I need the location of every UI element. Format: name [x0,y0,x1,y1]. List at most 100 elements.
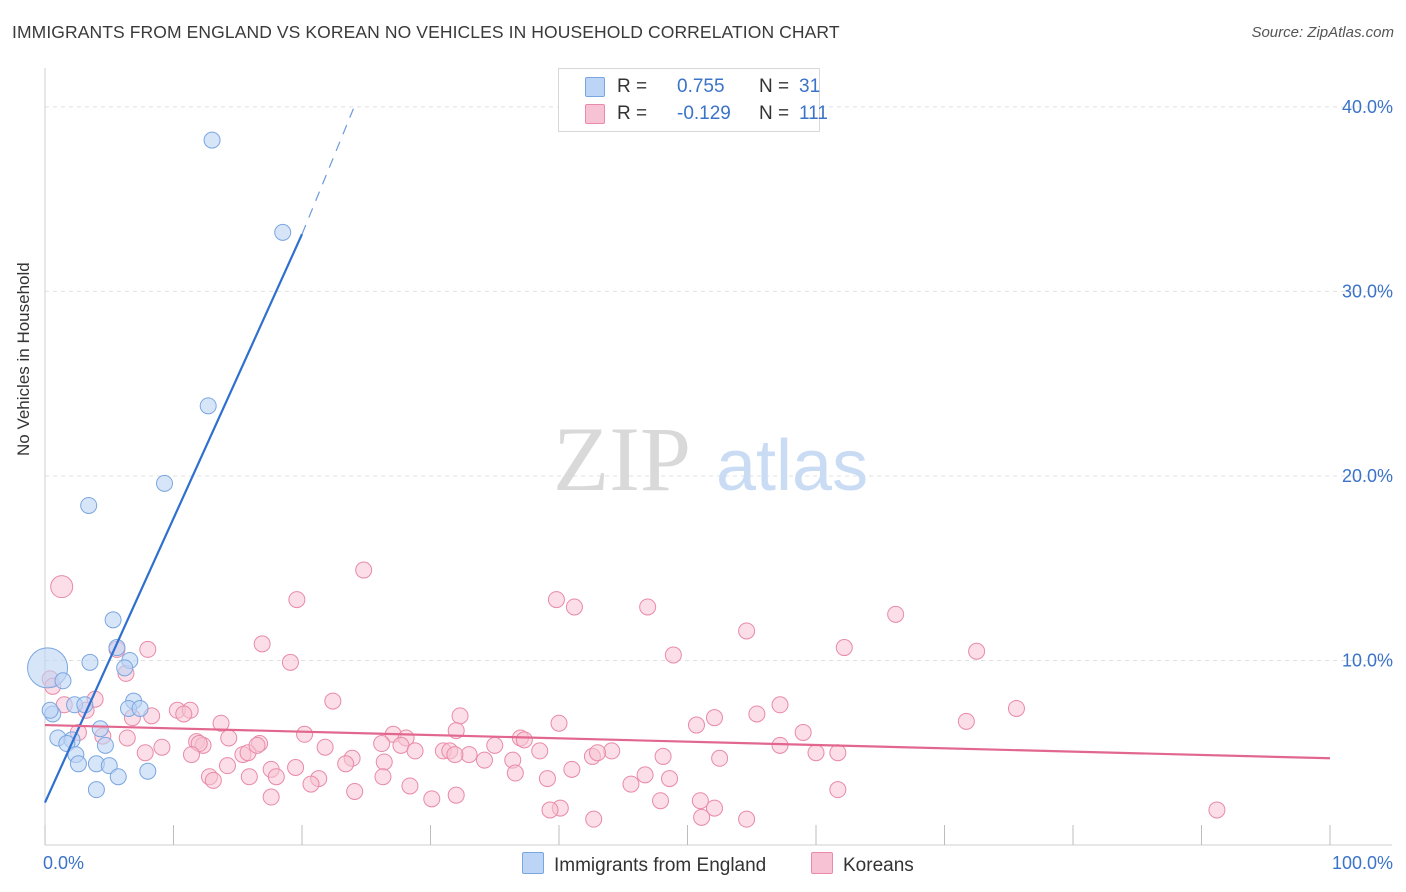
korean-point [296,725,314,743]
korean-point [423,790,441,808]
korean-point [302,775,320,793]
england-point [80,496,98,514]
england-point [156,474,174,492]
korean-point [281,653,299,671]
korean-point [711,749,729,767]
bottom-legend-england: Immigrants from England [522,852,766,876]
korean-point [748,705,766,723]
korean-point [829,781,847,799]
england-point [274,223,292,241]
korean-point [771,736,789,754]
korean-point [267,768,285,786]
korean-point [585,810,603,828]
korean-point [287,759,305,776]
korean-point [835,639,853,657]
england-point [96,736,114,754]
korean-point [1007,699,1025,717]
korean-point [664,646,682,664]
trend-lines [43,108,1331,804]
korean-point [212,714,230,732]
chart-title: IMMIGRANTS FROM ENGLAND VS KOREAN NO VEH… [12,22,840,42]
correlation-legend: R = 0.755 N = 31 R = -0.129 N = 111 [558,68,828,132]
korean-point [182,746,200,764]
bottom-england-label: Immigrants from England [554,855,767,876]
x-tick-label-min: 0.0% [43,853,84,873]
england-point [139,762,157,780]
korean-point [253,635,271,653]
x-tick-label-max: 100.0% [1332,853,1393,873]
korean-point [486,736,504,754]
korean-point [506,764,524,782]
korean-point [622,775,640,793]
korean-point [337,755,355,773]
korean-point [153,738,171,756]
y-tick-label: 10.0% [1342,650,1393,670]
korean-point [401,777,419,795]
koreans-r-value: -0.129 [677,103,731,124]
korean-point [262,788,280,806]
england-point [81,653,99,671]
korean-point [50,575,74,599]
korean-point [248,736,266,754]
korean-point [355,561,373,579]
korean-point [636,766,654,784]
korean-point [550,714,568,732]
bottom-england-swatch [522,852,544,874]
gridlines [45,106,1390,661]
korean-point [565,598,583,616]
bottom-koreans-label: Koreans [843,855,914,876]
korean-point [968,642,986,660]
koreans-n-value: 111 [799,103,828,124]
england-swatch [585,77,605,97]
korean-point [136,744,154,762]
korean-point [661,770,679,788]
korean-point [957,712,975,730]
england-point [203,131,221,149]
korean-point [218,757,236,775]
korean-point [531,742,549,760]
korean-point [541,801,559,819]
england-point [100,757,118,775]
y-axis-label: No Vehicles in Household [14,262,33,456]
england-point [104,611,122,629]
korean-point [175,705,193,723]
tick-labels: 10.0% 20.0% 30.0% 40.0% 0.0% 100.0% [43,97,1393,873]
bottom-legend-koreans: Koreans [811,852,914,876]
korean-point [547,591,565,609]
korean-point [374,768,392,786]
korean-point [652,792,670,810]
chart-source: Source: ZipAtlas.com [1251,24,1394,41]
watermark: ZIP atlas [553,408,868,510]
korean-point [118,729,136,747]
axes [44,68,1392,846]
korean-point [693,808,711,826]
england-point [76,696,94,714]
korean-point [705,709,723,727]
koreans-trend-line [44,723,1331,760]
korean-point [771,696,789,714]
england-point [54,672,72,690]
england-n-label: N = [759,76,790,97]
korean-point [373,735,391,753]
korean-point [316,738,334,756]
korean-point [392,736,410,754]
korean-point [1208,801,1226,819]
korean-point [346,782,364,800]
korean-point [406,742,424,760]
england-point [69,755,87,773]
england-point [116,659,134,677]
korean-point [738,810,756,828]
koreans-points [41,561,1226,828]
korean-point [563,760,581,778]
korean-point [829,744,847,762]
korean-point [654,747,672,765]
y-tick-label: 30.0% [1342,281,1393,301]
korean-point [538,770,556,788]
korean-point [738,622,756,640]
y-tick-label: 40.0% [1342,97,1393,117]
korean-point [887,605,905,623]
korean-point [447,786,465,804]
korean-point [639,598,657,616]
england-trend-line [43,233,304,804]
